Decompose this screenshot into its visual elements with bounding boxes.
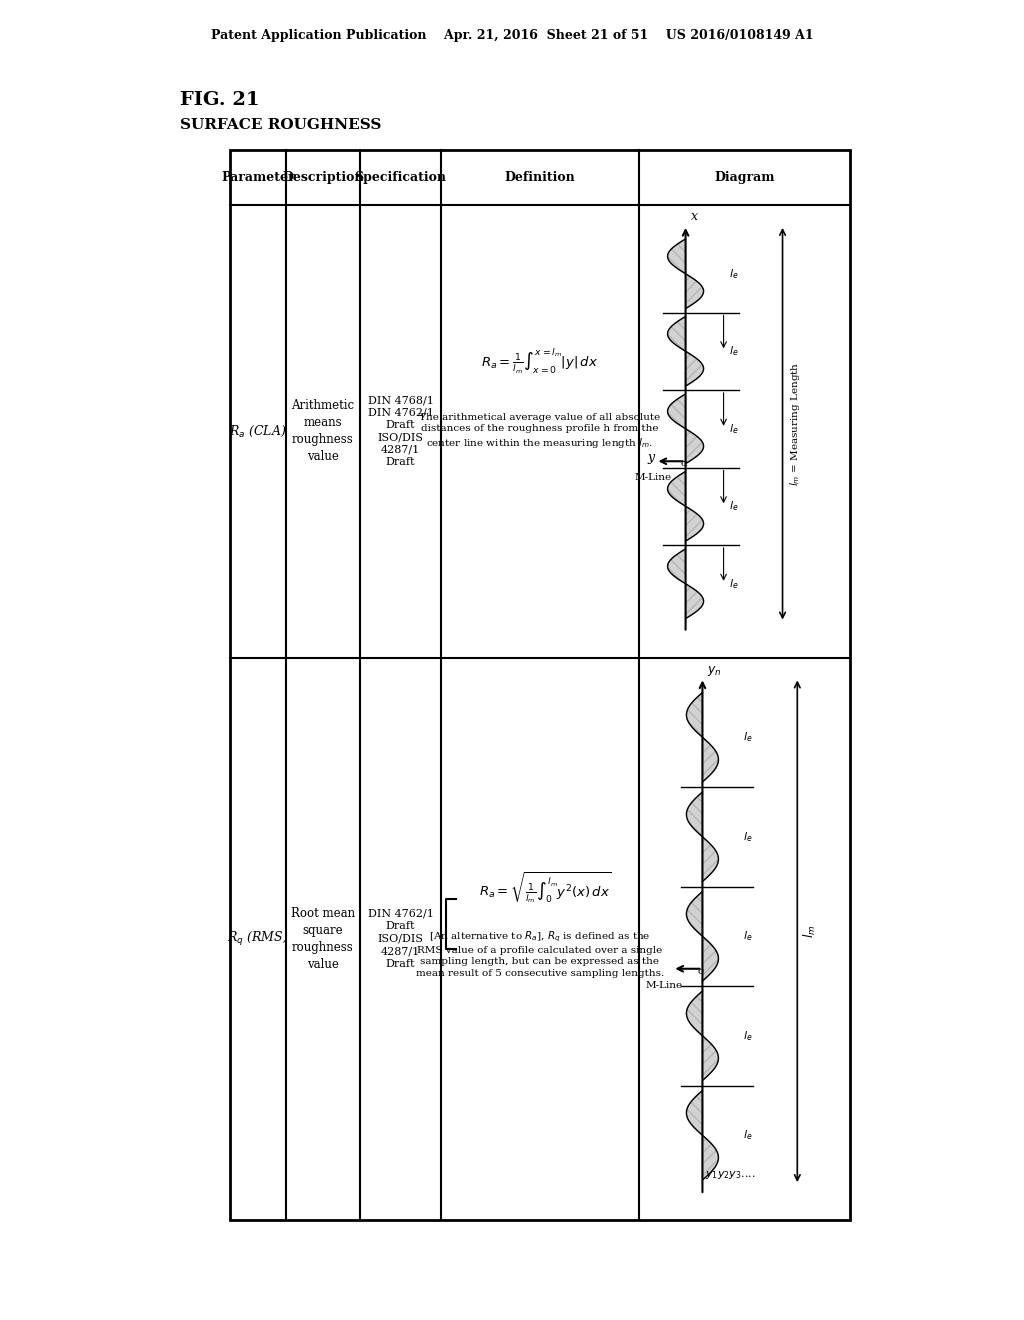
- Text: Parameter: Parameter: [221, 172, 295, 183]
- Text: $l_e$: $l_e$: [729, 345, 738, 358]
- Text: σ: σ: [697, 966, 705, 975]
- Text: Arithmetic
means
roughness
value: Arithmetic means roughness value: [292, 399, 354, 463]
- Bar: [230, 150, 850, 1220]
- Text: $l_e$: $l_e$: [743, 1129, 753, 1142]
- Text: M-Line: M-Line: [635, 474, 672, 482]
- Text: Root mean
square
roughness
value: Root mean square roughness value: [291, 907, 355, 970]
- Text: $l_e$: $l_e$: [729, 267, 738, 281]
- Text: $l_e$: $l_e$: [729, 422, 738, 436]
- Text: $l_e$: $l_e$: [729, 499, 738, 513]
- Text: $y_n$: $y_n$: [708, 664, 722, 677]
- Text: y: y: [647, 451, 654, 465]
- Text: [An alternative to $R_a$], $R_q$ is defined as the
RMS value of a profile calcul: [An alternative to $R_a$], $R_q$ is defi…: [416, 929, 665, 978]
- Text: R$_a$ (CLA): R$_a$ (CLA): [229, 424, 287, 438]
- Text: The arithmetical average value of all absolute
distances of the roughness profil: The arithmetical average value of all ab…: [420, 413, 660, 450]
- Text: $R_a = \frac{1}{l_m} \int_{x=0}^{x=l_m} |y|\, dx$: $R_a = \frac{1}{l_m} \int_{x=0}^{x=l_m} …: [481, 347, 599, 376]
- Text: Diagram: Diagram: [715, 172, 775, 183]
- Text: x: x: [690, 210, 697, 223]
- Text: DIN 4762/1
Draft
ISO/DIS
4287/1
Draft: DIN 4762/1 Draft ISO/DIS 4287/1 Draft: [368, 909, 433, 969]
- Text: α: α: [681, 459, 687, 469]
- Text: SURFACE ROUGHNESS: SURFACE ROUGHNESS: [180, 117, 381, 132]
- Text: M-Line: M-Line: [646, 981, 683, 990]
- Text: Definition: Definition: [505, 172, 575, 183]
- Text: $l_e$: $l_e$: [729, 577, 738, 590]
- Text: FIG. 21: FIG. 21: [180, 91, 260, 110]
- Text: Specification: Specification: [354, 172, 446, 183]
- Text: Description: Description: [283, 172, 364, 183]
- Text: $l_m$ = Measuring Length: $l_m$ = Measuring Length: [787, 362, 802, 486]
- Text: DIN 4768/1
DIN 4762/1
Draft
ISO/DIS
4287/1
Draft: DIN 4768/1 DIN 4762/1 Draft ISO/DIS 4287…: [368, 395, 433, 467]
- Text: $l_m$: $l_m$: [802, 924, 818, 939]
- Text: $l_e$: $l_e$: [743, 830, 753, 843]
- Text: $l_e$: $l_e$: [743, 730, 753, 744]
- Text: $y_1 y_2 y_3$....: $y_1 y_2 y_3$....: [706, 1170, 757, 1181]
- Text: $l_e$: $l_e$: [743, 929, 753, 944]
- Text: $l_e$: $l_e$: [743, 1028, 753, 1043]
- Text: Patent Application Publication    Apr. 21, 2016  Sheet 21 of 51    US 2016/01081: Patent Application Publication Apr. 21, …: [211, 29, 813, 41]
- Text: R$_q$ (RMS): R$_q$ (RMS): [227, 929, 289, 948]
- Text: $R_a = \sqrt{\frac{1}{l_m} \int_{0}^{l_m} y^2(x)\, dx}$: $R_a = \sqrt{\frac{1}{l_m} \int_{0}^{l_m…: [478, 871, 611, 907]
